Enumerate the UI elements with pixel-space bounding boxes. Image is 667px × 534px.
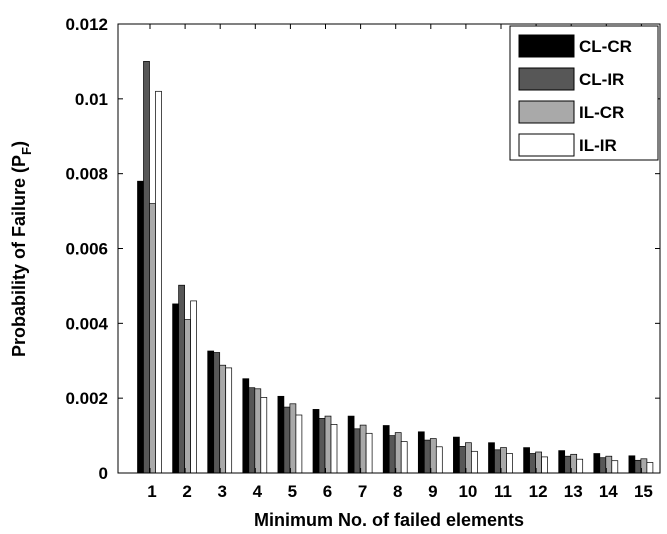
bar-il-cr-1 <box>149 203 156 474</box>
legend-swatch-cl-ir <box>518 67 575 91</box>
x-tick-label-11: 11 <box>494 482 512 501</box>
x-tick-label-13: 13 <box>564 482 583 501</box>
x-tick-label-10: 10 <box>458 482 477 501</box>
bar-il-ir-2 <box>190 300 197 474</box>
bar-cl-ir-5 <box>283 406 291 474</box>
bar-il-ir-1 <box>155 90 162 474</box>
bar-il-cr-4 <box>254 388 262 474</box>
x-tick-label-2: 2 <box>182 482 191 501</box>
bar-il-cr-6 <box>324 415 332 474</box>
bar-cl-ir-1 <box>143 61 150 474</box>
bar-cl-cr-5 <box>277 395 285 474</box>
bar-cl-ir-4 <box>248 387 256 474</box>
bar-cl-ir-13 <box>564 455 572 474</box>
bar-il-cr-2 <box>184 319 191 474</box>
bar-cl-cr-9 <box>417 431 425 474</box>
bar-il-ir-5 <box>295 414 303 474</box>
y-tick-labels: 0 0.002 0.004 0.006 0.008 0.01 0.012 <box>65 15 108 483</box>
bar-cl-cr-4 <box>242 378 250 474</box>
x-tick-label-6: 6 <box>323 482 332 501</box>
bar-il-ir-15 <box>646 462 654 474</box>
bar-cl-cr-8 <box>382 425 390 474</box>
bar-cl-ir-10 <box>459 446 466 474</box>
bar-il-cr-5 <box>289 403 297 474</box>
bar-cl-ir-12 <box>529 453 536 474</box>
plot-frame <box>117 23 661 474</box>
x-axis-title: Minimum No. of failed elements <box>254 510 524 530</box>
bar-il-ir-12 <box>541 456 548 474</box>
bar-il-ir-14 <box>611 460 619 474</box>
legend-swatch-il-ir <box>518 133 575 157</box>
legend-label-il-ir: IL-IR <box>579 136 617 155</box>
bar-cl-cr-7 <box>347 415 355 474</box>
bar-il-ir-7 <box>365 432 373 474</box>
bar-cl-ir-9 <box>423 439 431 474</box>
bar-il-ir-3 <box>225 367 233 474</box>
bar-il-ir-6 <box>330 424 338 474</box>
bar-il-cr-7 <box>359 424 367 474</box>
x-tick-label-7: 7 <box>358 482 367 501</box>
bar-cl-cr-3 <box>207 350 215 474</box>
bar-cl-cr-6 <box>312 409 320 474</box>
x-tick-label-5: 5 <box>288 482 297 501</box>
legend-swatch-cl-cr <box>518 34 575 58</box>
legend-swatch-il-cr <box>518 100 575 124</box>
legend: CL-CR CL-IR IL-CR IL-IR <box>509 25 659 161</box>
bar-cl-ir-6 <box>318 418 326 474</box>
bar-cl-cr-1 <box>137 180 144 474</box>
x-tick-label-14: 14 <box>599 482 618 501</box>
bar-il-ir-8 <box>400 441 408 474</box>
x-tick-label-1: 1 <box>147 482 156 501</box>
bar-cl-ir-8 <box>388 435 396 474</box>
bar-cl-ir-11 <box>494 449 501 474</box>
x-tick-labels: 1 2 3 4 5 6 7 8 9 10 11 12 13 14 15 <box>147 482 653 501</box>
y-axis-title: Probability of Failure (PF) <box>9 141 34 357</box>
bar-cl-ir-15 <box>634 459 642 474</box>
x-tick-label-12: 12 <box>529 482 548 501</box>
y-axis-title-main: Probability of Failure (P <box>9 155 29 357</box>
bar-il-cr-8 <box>394 432 402 474</box>
legend-label-il-cr: IL-CR <box>579 103 624 122</box>
bar-il-ir-10 <box>471 450 478 474</box>
bar-il-ir-13 <box>576 458 584 474</box>
bar-cl-cr-13 <box>558 450 566 474</box>
bar-cl-cr-11 <box>488 442 495 474</box>
y-tick-label-2: 0.004 <box>65 314 108 333</box>
bar-cl-ir-14 <box>599 457 607 474</box>
x-tick-label-8: 8 <box>393 482 402 501</box>
bar-cl-cr-2 <box>172 303 179 474</box>
y-tick-label-4: 0.008 <box>65 165 108 184</box>
x-tick-label-4: 4 <box>253 482 263 501</box>
legend-label-cl-cr: CL-CR <box>579 37 632 56</box>
bar-cl-cr-14 <box>593 453 601 474</box>
x-tick-label-15: 15 <box>634 482 653 501</box>
bar-cl-cr-15 <box>628 455 636 474</box>
x-tick-label-9: 9 <box>428 482 437 501</box>
bar-cl-ir-3 <box>213 352 221 474</box>
legend-label-cl-ir: CL-IR <box>579 70 624 89</box>
bar-il-cr-3 <box>219 364 227 474</box>
bar-cl-cr-10 <box>453 436 460 474</box>
y-tick-label-5: 0.01 <box>75 90 108 109</box>
y-axis-title-close: ) <box>9 141 29 147</box>
y-tick-label-3: 0.006 <box>65 240 108 259</box>
bar-il-ir-4 <box>260 397 268 474</box>
bar-il-cr-9 <box>429 438 437 474</box>
y-tick-label-6: 0.012 <box>65 15 108 34</box>
bar-il-ir-11 <box>506 453 513 474</box>
bar-cl-ir-7 <box>353 428 361 474</box>
bar-il-ir-9 <box>435 446 443 474</box>
y-axis-title-subscript: F <box>19 147 34 155</box>
x-tick-label-3: 3 <box>217 482 226 501</box>
bar-cl-ir-2 <box>178 284 185 474</box>
y-tick-label-1: 0.002 <box>65 389 108 408</box>
bar-cl-cr-12 <box>523 447 530 474</box>
y-tick-label-0: 0 <box>99 464 108 483</box>
